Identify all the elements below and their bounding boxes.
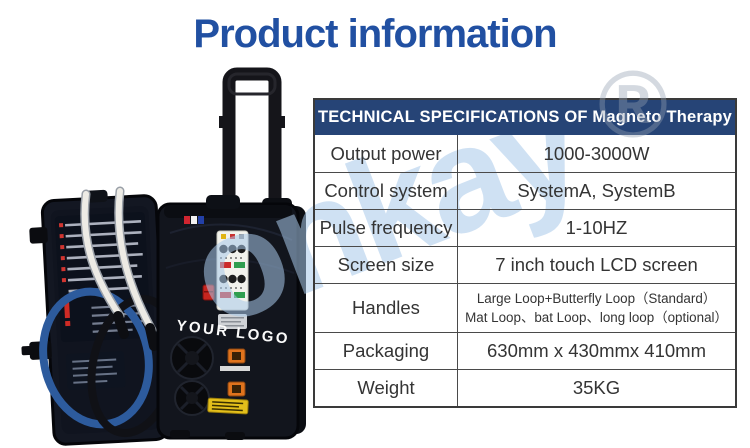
spec-table-header: TECHNICAL SPECIFICATIONS OF Magneto Ther…	[315, 100, 735, 135]
spec-value: 1-10HZ	[457, 210, 735, 246]
output-connector-icon	[220, 348, 250, 397]
spec-value: 7 inch touch LCD screen	[457, 247, 735, 283]
spec-value: 1000-3000W	[457, 135, 735, 172]
spec-value: Large Loop+Butterfly Loop（Standard） Mat …	[457, 284, 735, 332]
table-row: Output power 1000-3000W	[315, 135, 735, 172]
spec-table: TECHNICAL SPECIFICATIONS OF Magneto Ther…	[313, 98, 737, 408]
product-photo-magneto-therapy-device: YOUR LOGO	[21, 67, 306, 446]
spec-label: Control system	[324, 180, 448, 201]
spec-label: Weight	[357, 377, 415, 398]
brand-flag-icon	[184, 216, 204, 224]
spec-value: 630mm x 430mmx 410mm	[457, 333, 735, 369]
spec-label: Pulse frequency	[319, 217, 453, 238]
spec-label: Packaging	[342, 340, 430, 361]
knob-icon	[219, 274, 246, 284]
spec-value: 35KG	[457, 370, 735, 406]
spec-label: Output power	[330, 142, 442, 164]
cable	[80, 186, 159, 351]
spec-label: Handles	[352, 297, 420, 318]
spec-value-line: Mat Loop、bat Loop、long loop（optional）	[465, 310, 728, 325]
page-title: Product information	[193, 12, 557, 56]
power-switch-icon	[202, 284, 215, 301]
spec-label: Screen size	[337, 254, 435, 275]
fan-grille-icon	[170, 336, 214, 416]
table-row: Weight 35KG	[315, 369, 735, 406]
knob-icon	[219, 244, 246, 254]
table-row: Packaging 630mm x 430mmx 410mm	[315, 332, 735, 369]
spec-sticker	[218, 314, 247, 329]
control-panel	[216, 230, 249, 311]
table-row: Screen size 7 inch touch LCD screen	[315, 246, 735, 283]
table-row: Handles Large Loop+Butterfly Loop（Standa…	[315, 283, 735, 332]
caution-label	[207, 397, 249, 415]
table-row: Pulse frequency 1-10HZ	[315, 209, 735, 246]
table-row: Control system SystemA, SystemB	[315, 172, 735, 209]
blue-therapy-loop	[39, 287, 153, 429]
case-main-body: YOUR LOGO	[156, 195, 300, 440]
spec-value: SystemA, SystemB	[457, 173, 735, 209]
spec-value-line: Large Loop+Butterfly Loop（Standard）	[476, 290, 717, 306]
